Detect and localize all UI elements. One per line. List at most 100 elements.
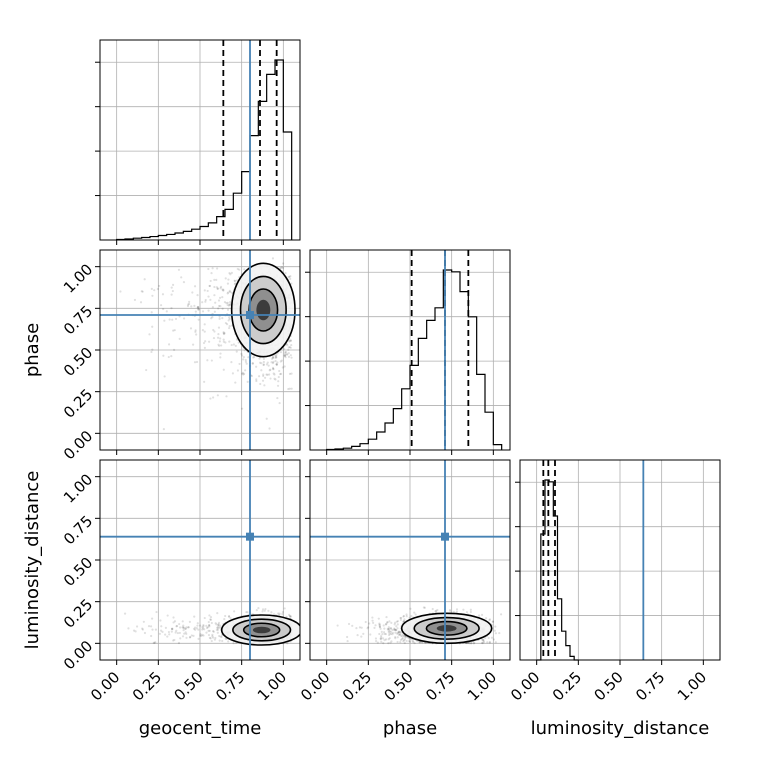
sample-point	[182, 281, 186, 284]
sample-point	[233, 279, 237, 283]
sample-point	[145, 368, 148, 372]
sample-point	[219, 287, 222, 290]
sample-point	[133, 298, 137, 302]
x-tick-label: 0.00	[87, 668, 123, 704]
sample-point	[172, 639, 175, 642]
sample-point	[285, 343, 288, 346]
sample-point	[148, 333, 151, 336]
sample-point	[378, 623, 381, 626]
sample-point	[389, 632, 393, 636]
sample-point	[216, 267, 219, 270]
sample-point	[384, 632, 387, 636]
sample-point	[150, 634, 153, 638]
sample-point	[179, 637, 182, 640]
sample-point	[478, 614, 481, 617]
sample-point	[211, 635, 214, 638]
x-axis-label-phase: phase	[383, 718, 437, 739]
sample-point	[244, 358, 247, 362]
sample-point	[267, 609, 270, 612]
sample-point	[216, 336, 220, 339]
sample-point	[288, 613, 291, 616]
sample-point	[221, 307, 224, 310]
sample-point	[167, 630, 171, 634]
sample-point	[283, 354, 287, 357]
sample-point	[401, 637, 404, 640]
sample-point	[190, 305, 193, 308]
sample-point	[233, 283, 236, 286]
sample-point	[288, 615, 292, 618]
sample-point	[488, 618, 491, 621]
sample-point	[216, 287, 219, 290]
sample-point	[170, 355, 173, 358]
sample-point	[401, 633, 404, 636]
histogram-geocent_time	[116, 59, 293, 241]
sample-point	[219, 304, 222, 308]
sample-point	[195, 627, 199, 630]
sample-point	[210, 272, 213, 275]
sample-point	[228, 301, 232, 304]
sample-point	[285, 353, 288, 356]
sample-point	[218, 626, 221, 629]
sample-point	[196, 306, 199, 309]
sample-point	[223, 301, 227, 304]
sample-point	[403, 638, 406, 641]
sample-point	[251, 362, 254, 365]
sample-point	[175, 624, 179, 628]
sample-point	[395, 620, 399, 623]
sample-point	[215, 286, 218, 289]
sample-point	[258, 357, 261, 360]
sample-point	[229, 303, 232, 306]
sample-point	[394, 621, 397, 624]
sample-point	[469, 608, 472, 611]
sample-point	[217, 624, 220, 628]
sample-point	[241, 354, 244, 357]
sample-point	[207, 620, 210, 624]
sample-point	[263, 376, 267, 379]
density-layer	[336, 606, 503, 645]
sample-point	[387, 631, 390, 634]
sample-point	[207, 295, 210, 298]
y-tick-label: 0.25	[60, 385, 96, 421]
sample-point	[210, 621, 213, 625]
sample-point	[265, 363, 269, 366]
sample-point	[289, 354, 292, 357]
sample-point	[201, 625, 204, 629]
sample-point	[279, 351, 283, 354]
sample-point	[226, 292, 229, 295]
sample-point	[153, 289, 156, 292]
sample-point	[347, 622, 351, 626]
sample-point	[276, 384, 280, 387]
sample-point	[469, 642, 473, 645]
sample-point	[212, 636, 215, 639]
sample-point	[182, 626, 185, 629]
sample-point	[386, 627, 389, 631]
sample-point	[209, 279, 212, 283]
sample-point	[275, 363, 278, 366]
sample-point	[205, 626, 209, 630]
x-tick-label: 0.50	[170, 668, 206, 704]
sample-point	[285, 350, 288, 354]
sample-point	[284, 351, 287, 354]
sample-point	[383, 639, 386, 642]
sample-point	[358, 626, 362, 629]
sample-point	[212, 328, 215, 332]
sample-point	[238, 362, 241, 366]
sample-point	[391, 633, 394, 636]
sample-point	[219, 356, 222, 359]
y-tick-label: 0.75	[60, 512, 96, 548]
sample-point	[413, 641, 416, 645]
sample-point	[280, 266, 284, 269]
sample-point	[394, 628, 398, 632]
sample-point	[151, 294, 154, 297]
sample-point	[468, 642, 471, 645]
sample-point	[287, 351, 290, 355]
sample-point	[277, 612, 280, 615]
sample-point	[185, 626, 188, 629]
sample-point	[170, 630, 173, 633]
sample-point	[252, 356, 255, 359]
sample-point	[159, 629, 163, 632]
sample-point	[226, 301, 229, 305]
sample-point	[265, 373, 268, 376]
y-tick-label: 0.75	[60, 302, 96, 338]
sample-point	[405, 613, 408, 616]
